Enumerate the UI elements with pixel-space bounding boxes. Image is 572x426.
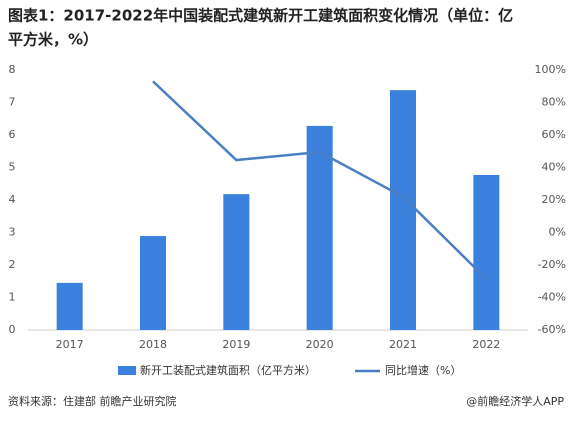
y2-tick-label: 80%	[542, 96, 566, 109]
y2-tick-label: 60%	[542, 128, 566, 141]
line	[152, 80, 488, 280]
credit: @前瞻经济学人APP	[466, 394, 564, 408]
y2-tick-label: 20%	[542, 193, 566, 206]
legend-label: 同比增速（%）	[385, 363, 461, 377]
bar	[223, 194, 250, 330]
y-tick-label: 6	[9, 128, 16, 141]
bar	[390, 90, 416, 331]
bar	[473, 174, 500, 330]
y2-tick-label: -20%	[538, 258, 566, 271]
x-tick-label: 2022	[472, 338, 500, 351]
y2-tick-label: 40%	[542, 161, 566, 174]
y-tick-label: 8	[9, 63, 16, 76]
y2-tick-label: 100%	[535, 63, 566, 76]
y-tick-label: 7	[9, 96, 16, 109]
bar	[306, 125, 333, 331]
chart-title: 图表1：2017-2022年中国装配式建筑新开工建筑面积变化情况（单位：亿	[8, 7, 513, 25]
chart-title: 平方米，%）	[8, 31, 98, 49]
y-tick-label: 2	[9, 258, 16, 271]
y-tick-label: 0	[9, 323, 16, 336]
legend-swatch	[118, 366, 136, 375]
x-tick-label: 2017	[56, 338, 84, 351]
x-tick-label: 2021	[389, 338, 417, 351]
source: 资料来源：住建部 前瞻产业研究院	[8, 394, 177, 408]
x-tick-label: 2018	[139, 338, 167, 351]
x-tick-label: 2019	[222, 338, 250, 351]
bar	[140, 236, 166, 330]
y-tick-label: 1	[9, 291, 16, 304]
y2-tick-label: 0%	[549, 226, 566, 239]
y2-tick-label: -60%	[538, 323, 566, 336]
y2-tick-label: -40%	[538, 291, 566, 304]
x-tick-label: 2020	[306, 338, 334, 351]
bar	[56, 282, 83, 330]
y-tick-label: 5	[9, 161, 16, 174]
y-tick-label: 3	[9, 226, 16, 239]
y-tick-label: 4	[9, 193, 16, 206]
legend-label: 新开工装配式建筑面积（亿平方米）	[140, 363, 316, 377]
